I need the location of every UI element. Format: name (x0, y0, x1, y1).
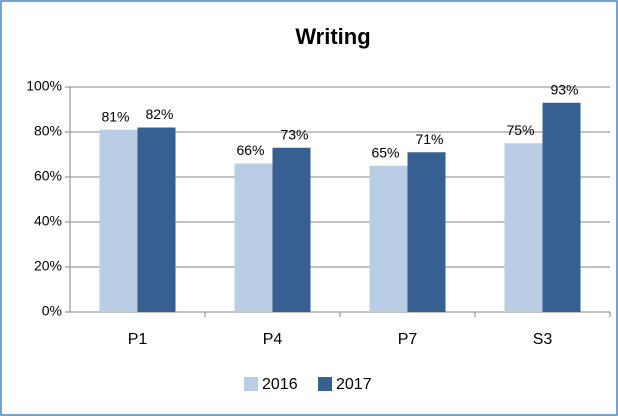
legend-label: 2017 (336, 376, 372, 393)
data-label: 93% (550, 81, 578, 97)
y-tick-label: 80% (34, 123, 62, 139)
bar (137, 127, 176, 312)
data-label: 73% (280, 126, 308, 142)
bar (542, 102, 581, 312)
bar (272, 147, 311, 312)
bar (234, 163, 273, 312)
data-label: 71% (415, 131, 443, 147)
data-label: 65% (371, 144, 399, 160)
y-tick-label: 100% (26, 78, 62, 94)
chart-title: Writing (295, 24, 370, 49)
legend-swatch (318, 377, 332, 391)
bar (407, 152, 446, 312)
x-tick-label: P1 (128, 331, 148, 348)
legend-label: 2016 (262, 376, 298, 393)
data-label: 82% (145, 106, 173, 122)
bar (369, 165, 408, 312)
y-tick-label: 20% (34, 258, 62, 274)
data-label: 66% (236, 142, 264, 158)
bar (504, 143, 543, 312)
x-tick-label: P4 (263, 331, 283, 348)
data-label: 81% (101, 108, 129, 124)
legend-swatch (244, 377, 258, 391)
x-tick-label: S3 (533, 331, 553, 348)
bar (99, 129, 138, 312)
x-tick-label: P7 (398, 331, 418, 348)
y-tick-label: 40% (34, 213, 62, 229)
y-tick-label: 0% (42, 303, 62, 319)
y-tick-label: 60% (34, 168, 62, 184)
data-label: 75% (506, 122, 534, 138)
